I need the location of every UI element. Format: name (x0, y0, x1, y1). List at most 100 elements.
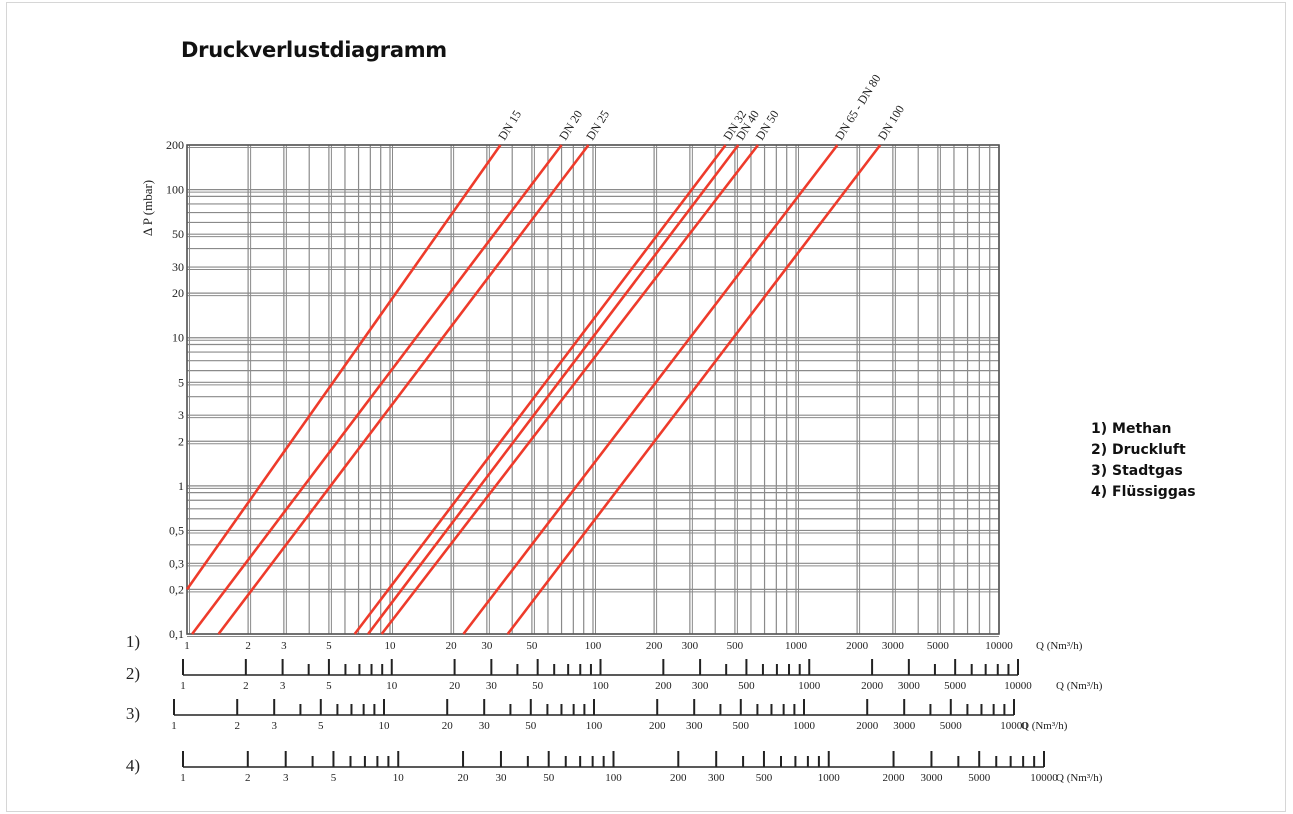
scale-tick-label: 5 (326, 680, 332, 692)
curve-label: DN 15 (495, 108, 524, 143)
y-tick-label: 10 (172, 331, 184, 345)
y-tick-label: 50 (172, 227, 184, 241)
scale-tick-label: 5000 (968, 772, 991, 784)
legend-item-stadtgas: 3) Stadtgas (1091, 463, 1183, 479)
y-tick-label: 1 (178, 479, 184, 493)
scale-tick-label: 100 (586, 720, 603, 732)
scale-tick-label: 30 (481, 640, 493, 652)
scale-2: 2) 1 2 3 5 10 20 30 50 100 200 300 500 1000 2000 3000 50… (126, 659, 1103, 692)
scale-tick-label: 30 (479, 720, 491, 732)
scale-tick-label: 50 (543, 772, 555, 784)
scale-tick-label: 3 (271, 720, 277, 732)
scale-tick-label: 10 (379, 720, 391, 732)
scale-tick-label: 10 (386, 680, 398, 692)
curve-label: DN 100 (875, 103, 907, 143)
scale-tick-label: 2000 (856, 720, 879, 732)
chart-title: Druckverlustdiagramm (181, 38, 447, 62)
legend-item-fluessiggas: 4) Flüssiggas (1091, 484, 1196, 500)
scale-id: 3) (126, 704, 140, 723)
legend-item-methan: 1) Methan (1091, 421, 1172, 437)
scale-tick-label: 3000 (893, 720, 916, 732)
y-tick-label: 0,5 (169, 523, 184, 537)
y-tick-label: 0,1 (169, 627, 184, 641)
y-axis-label: Δ P (mbar) (140, 180, 155, 236)
scale-tick-label: 1000 (785, 640, 808, 652)
y-tick-label: 0,2 (169, 582, 184, 596)
scale-tick-label: 500 (733, 720, 750, 732)
scale-id: 1) (126, 632, 140, 651)
curve-dn-15 (185, 144, 502, 591)
scale-tick-label: 10 (393, 772, 405, 784)
scale-tick-label: 5000 (927, 640, 950, 652)
scale-tick-label: 1 (184, 640, 190, 652)
scale-tick-label: 300 (692, 680, 709, 692)
scale-tick-label: 5000 (944, 680, 967, 692)
scale-tick-label: 200 (646, 640, 663, 652)
y-tick-label: 5 (178, 375, 184, 389)
scale-tick-label: 3 (283, 772, 289, 784)
scale-tick-label: 1000 (793, 720, 816, 732)
page-frame (6, 2, 1286, 812)
curve-dn-32 (353, 144, 727, 635)
scale-tick-label: 10000 (1030, 772, 1058, 784)
legend-item-druckluft: 2) Druckluft (1091, 442, 1186, 458)
scale-tick-label: 300 (682, 640, 699, 652)
scale-tick-label: 50 (532, 680, 544, 692)
scale-3: 3) 1 2 3 5 10 20 30 50 100 200 300 500 1000 2000 3000 50… (126, 699, 1068, 732)
scale-tick-label: 50 (525, 720, 537, 732)
scale-unit-label: Q (Nm³/h) (1056, 680, 1103, 692)
scale-tick-label: 200 (649, 720, 666, 732)
scale-tick-label: 2000 (846, 640, 869, 652)
scale-id: 4) (126, 756, 140, 775)
curve-dn-20 (191, 144, 563, 635)
scale-tick-label: 3 (280, 680, 286, 692)
y-tick-label: 20 (172, 286, 184, 300)
scale-tick-label: 10 (385, 640, 397, 652)
scale-unit-label: Q (Nm³/h) (1021, 720, 1068, 732)
scale-tick-label: 500 (756, 772, 773, 784)
scale-tick-label: 3000 (882, 640, 905, 652)
scale-tick-label: 10000 (1000, 720, 1028, 732)
scale-tick-label: 2 (234, 720, 240, 732)
scale-4: 4) 1 2 3 5 10 20 30 50 100 200 300 500 1000 2000 3000 50… (126, 751, 1103, 784)
y-tick-label: 30 (172, 260, 184, 274)
scale-tick-label: 1000 (818, 772, 841, 784)
curve-dn-100 (506, 144, 882, 635)
scale-tick-label: 5 (318, 720, 324, 732)
scale-unit-label: Q (Nm³/h) (1036, 640, 1083, 652)
gas-legend: 1) Methan 2) Druckluft 3) Stadtgas 4) Fl… (1091, 419, 1196, 503)
scale-tick-label: 20 (446, 640, 458, 652)
scale-tick-label: 2 (243, 680, 249, 692)
scale-tick-label: 500 (727, 640, 744, 652)
scale-tick-label: 50 (526, 640, 538, 652)
scale-tick-label: 3000 (898, 680, 921, 692)
scale-tick-label: 100 (592, 680, 609, 692)
curve-dn-65---dn-80 (462, 144, 839, 635)
scale-tick-label: 20 (442, 720, 454, 732)
y-tick-label: 100 (166, 183, 184, 197)
scale-tick-label: 300 (708, 772, 725, 784)
scale-tick-label: 3 (281, 640, 287, 652)
curve-dn-25 (217, 144, 590, 635)
scale-tick-label: 1 (180, 680, 186, 692)
y-tick-label: 3 (178, 408, 184, 422)
scale-tick-label: 10000 (985, 640, 1013, 652)
y-tick-label: 200 (166, 138, 184, 152)
scale-tick-label: 200 (670, 772, 687, 784)
scale-tick-label: 1000 (798, 680, 821, 692)
curve-dn-50 (380, 144, 760, 635)
scale-tick-label: 5 (326, 640, 332, 652)
scale-unit-label: Q (Nm³/h) (1056, 772, 1103, 784)
scale-tick-label: 2 (245, 640, 251, 652)
scale-tick-label: 100 (585, 640, 602, 652)
scale-tick-label: 10000 (1004, 680, 1032, 692)
scale-tick-label: 20 (458, 772, 470, 784)
curve-label: DN 25 (583, 108, 612, 143)
scale-tick-label: 300 (686, 720, 703, 732)
curve-dn-40 (367, 144, 740, 635)
scale-tick-label: 5000 (940, 720, 963, 732)
scale-tick-label: 30 (495, 772, 507, 784)
scale-tick-label: 100 (605, 772, 622, 784)
scale-tick-label: 2000 (861, 680, 884, 692)
